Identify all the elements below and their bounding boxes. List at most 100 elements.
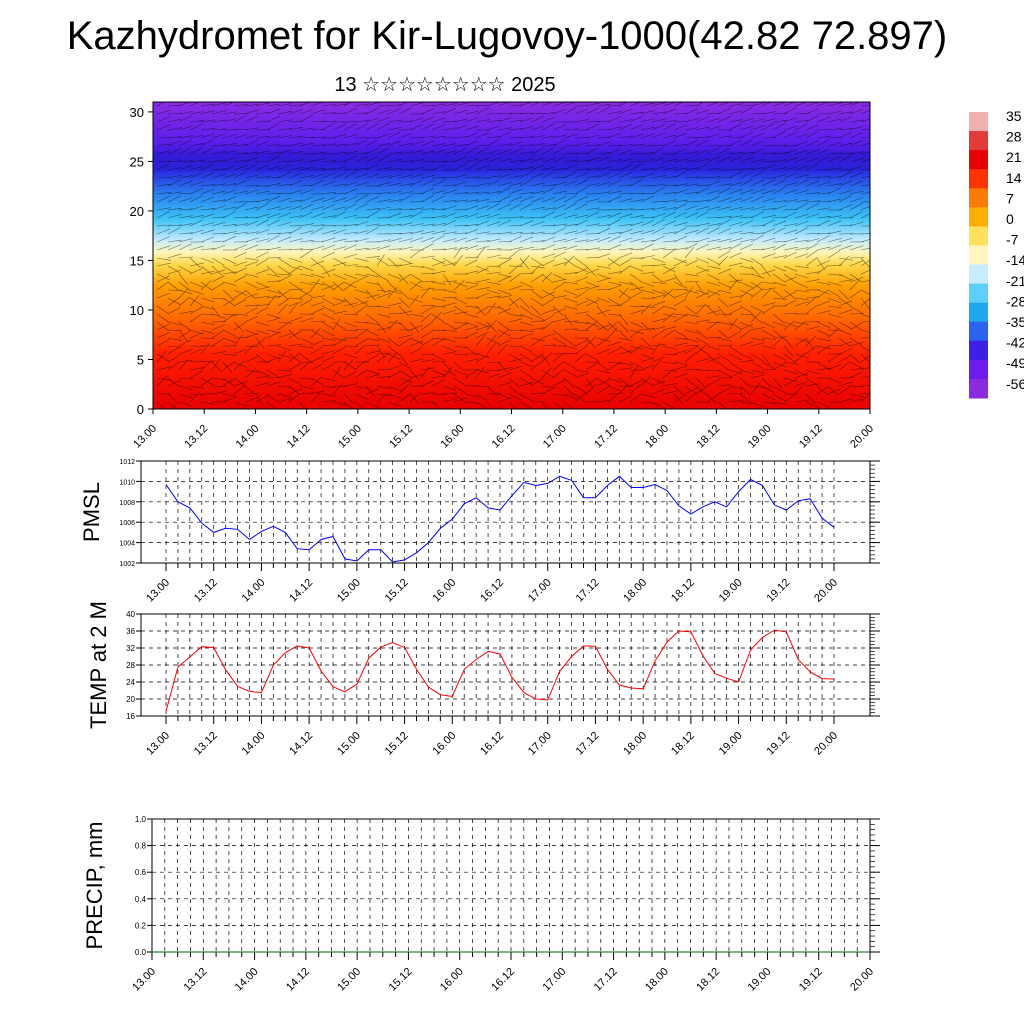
colorbar-label: 35 bbox=[1006, 108, 1022, 124]
colorbar-label: 0 bbox=[1006, 211, 1014, 227]
colorbar-swatch bbox=[969, 378, 988, 399]
x-tick-label: 14.00 bbox=[240, 730, 268, 758]
colorbar-swatch bbox=[969, 150, 988, 170]
x-tick-label: 17.00 bbox=[541, 423, 569, 451]
series-line bbox=[165, 629, 835, 712]
x-tick-label: 15.00 bbox=[335, 577, 363, 605]
y-tick-label: 0.2 bbox=[135, 921, 147, 930]
y-tick-label: 1008 bbox=[119, 500, 135, 507]
x-tick-label: 13.12 bbox=[192, 577, 220, 605]
x-tick-label: 20.00 bbox=[812, 730, 840, 758]
colorbar-swatch bbox=[969, 283, 988, 304]
y-tick-label: 20 bbox=[130, 204, 144, 219]
colorbar-swatch bbox=[969, 321, 988, 342]
colorbar-swatch bbox=[969, 188, 988, 208]
y-tick-label: 0 bbox=[137, 402, 144, 417]
x-tick-label: 17.00 bbox=[526, 577, 554, 605]
x-tick-label: 14.12 bbox=[287, 577, 315, 605]
x-tick-label: 19.00 bbox=[717, 577, 745, 605]
y-tick-label: 1004 bbox=[119, 541, 135, 548]
y-tick-label: 15 bbox=[130, 253, 144, 268]
y-tick-label: 40 bbox=[126, 610, 135, 619]
x-tick-label: 13.00 bbox=[144, 730, 172, 758]
colorbar-label: -21 bbox=[1006, 273, 1024, 289]
colorbar-label: -35 bbox=[1006, 314, 1024, 330]
y-axis-label: TEMP at 2 M bbox=[86, 601, 111, 729]
x-tick-label: 15.00 bbox=[335, 730, 363, 758]
colorbar-label: -28 bbox=[1006, 293, 1024, 309]
x-tick-label: 14.12 bbox=[287, 730, 315, 758]
x-tick-label: 17.12 bbox=[592, 966, 620, 994]
colorbar-swatch bbox=[969, 131, 988, 151]
y-tick-label: 5 bbox=[137, 352, 144, 367]
y-tick-label: 1006 bbox=[119, 520, 135, 527]
colorbar-swatch bbox=[969, 245, 988, 266]
colorbar-label: 21 bbox=[1006, 149, 1022, 165]
heatmap-field bbox=[153, 102, 870, 409]
y-axis-label: PRECIP, mm bbox=[82, 822, 107, 950]
colorbar-label: 7 bbox=[1006, 190, 1014, 206]
x-tick-label: 17.00 bbox=[540, 966, 568, 994]
colorbar-swatch bbox=[969, 340, 988, 361]
x-tick-label: 17.00 bbox=[526, 730, 554, 758]
x-tick-label: 18.12 bbox=[669, 577, 697, 605]
y-tick-label: 25 bbox=[130, 154, 144, 169]
colorbar-swatch bbox=[969, 169, 988, 189]
colorbar-swatch bbox=[969, 264, 988, 285]
y-tick-label: 28 bbox=[126, 661, 135, 670]
colorbar-label: -56 bbox=[1006, 376, 1024, 392]
x-tick-label: 18.00 bbox=[621, 730, 649, 758]
y-tick-label: 30 bbox=[130, 105, 144, 120]
y-tick-label: 1010 bbox=[119, 479, 135, 486]
x-tick-label: 16.12 bbox=[489, 966, 517, 994]
x-tick-label: 16.12 bbox=[478, 577, 506, 605]
x-tick-label: 16.00 bbox=[430, 577, 458, 605]
y-axis-label: PMSL bbox=[79, 482, 104, 542]
x-tick-label: 19.12 bbox=[797, 966, 825, 994]
colorbar-swatch bbox=[969, 226, 988, 246]
x-tick-label: 16.00 bbox=[438, 966, 466, 994]
grid bbox=[151, 818, 871, 953]
x-tick-label: 15.12 bbox=[383, 577, 411, 605]
temp-panel: 16 20 24 28 32 36 40 13.00 13.12 14.00 14.12 15.00 1… bbox=[86, 601, 880, 758]
x-tick-label: 13.00 bbox=[144, 577, 172, 605]
plot-frame bbox=[140, 460, 871, 564]
y-tick-label: 36 bbox=[126, 627, 135, 636]
x-tick-label: 14.00 bbox=[233, 966, 261, 994]
x-tick-label: 19.12 bbox=[764, 730, 792, 758]
pmsl-panel: 1002 1004 1006 1008 1010 1012 13.00 13.12 14.00 1… bbox=[79, 459, 880, 605]
cross-section-panel: 0 5 10 15 20 25 30 13.00 13.12 14.00 14.12 15.00 15.… bbox=[130, 101, 876, 451]
x-tick-label: 19.12 bbox=[797, 423, 825, 451]
colorbar-label: 14 bbox=[1006, 170, 1022, 186]
grid bbox=[141, 460, 870, 564]
x-tick-label: 13.12 bbox=[181, 966, 209, 994]
x-tick-label: 15.12 bbox=[387, 966, 415, 994]
y-tick-label: 0.4 bbox=[135, 895, 147, 904]
y-tick-label: 1012 bbox=[119, 459, 135, 466]
x-tick-label: 15.12 bbox=[387, 423, 415, 451]
colorbar-swatch bbox=[969, 359, 988, 380]
x-tick-label: 18.00 bbox=[643, 966, 671, 994]
x-tick-label: 15.00 bbox=[336, 423, 364, 451]
x-tick-label: 18.00 bbox=[621, 577, 649, 605]
x-tick-label: 17.12 bbox=[574, 577, 602, 605]
precip-panel: 0.0 0.2 0.4 0.6 0.8 1.0 13.00 13.12 14.00 14.12 15… bbox=[82, 815, 880, 994]
colorbar-label: 28 bbox=[1006, 129, 1022, 145]
y-tick-label: 16 bbox=[126, 712, 135, 721]
colorbar: 35 28 21 14 7 0 -7 -14 -21 -28 -35 -42 -49 -56 bbox=[969, 108, 1024, 399]
colorbar-swatch bbox=[969, 302, 988, 323]
colorbar-label: -42 bbox=[1006, 335, 1024, 351]
y-tick-label: 32 bbox=[126, 644, 135, 653]
x-tick-label: 20.00 bbox=[848, 423, 876, 451]
wind-barbs bbox=[156, 102, 870, 409]
chart-subtitle: 13 ☆☆☆☆☆☆☆☆ 2025 bbox=[334, 74, 556, 96]
x-tick-label: 18.00 bbox=[643, 423, 671, 451]
x-tick-label: 19.00 bbox=[746, 966, 774, 994]
y-tick-label: 0.6 bbox=[135, 868, 147, 877]
x-tick-label: 16.12 bbox=[478, 730, 506, 758]
x-tick-label: 13.00 bbox=[131, 423, 159, 451]
x-tick-label: 20.00 bbox=[848, 966, 876, 994]
series-line bbox=[165, 475, 835, 563]
x-tick-label: 14.00 bbox=[240, 577, 268, 605]
